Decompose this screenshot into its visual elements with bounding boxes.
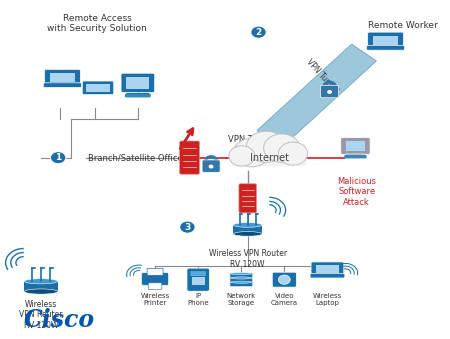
FancyBboxPatch shape [341, 138, 370, 154]
FancyBboxPatch shape [43, 83, 81, 87]
FancyBboxPatch shape [368, 32, 404, 48]
FancyBboxPatch shape [190, 271, 206, 276]
FancyBboxPatch shape [147, 268, 163, 275]
Text: Video
Camera: Video Camera [271, 293, 298, 306]
Ellipse shape [231, 277, 252, 279]
FancyBboxPatch shape [45, 69, 81, 85]
Circle shape [327, 90, 332, 94]
FancyBboxPatch shape [233, 225, 262, 234]
Text: 2: 2 [255, 28, 261, 37]
Text: Wireless
Printer: Wireless Printer [140, 293, 170, 306]
FancyBboxPatch shape [24, 281, 58, 292]
FancyBboxPatch shape [82, 81, 114, 95]
Circle shape [229, 146, 255, 166]
Text: Branch/Satellite Office: Branch/Satellite Office [88, 153, 183, 162]
Ellipse shape [233, 232, 262, 236]
Text: IP
Phone: IP Phone [187, 293, 209, 306]
FancyBboxPatch shape [239, 184, 256, 213]
FancyBboxPatch shape [316, 265, 338, 273]
FancyBboxPatch shape [366, 45, 405, 50]
Text: Wireless
Laptop: Wireless Laptop [313, 293, 342, 306]
FancyBboxPatch shape [126, 77, 149, 89]
Text: Wireless
VPN Router
RV 120W: Wireless VPN Router RV 120W [19, 300, 63, 330]
FancyBboxPatch shape [272, 272, 297, 287]
FancyBboxPatch shape [310, 274, 345, 278]
Ellipse shape [231, 273, 252, 275]
FancyBboxPatch shape [202, 160, 220, 172]
FancyBboxPatch shape [125, 94, 151, 97]
FancyBboxPatch shape [345, 154, 366, 159]
FancyBboxPatch shape [180, 141, 199, 174]
FancyBboxPatch shape [320, 85, 338, 98]
Polygon shape [257, 44, 377, 147]
FancyBboxPatch shape [187, 268, 209, 291]
FancyBboxPatch shape [148, 283, 162, 290]
FancyBboxPatch shape [374, 36, 398, 45]
FancyBboxPatch shape [50, 73, 75, 82]
Circle shape [50, 152, 66, 164]
FancyBboxPatch shape [86, 84, 110, 92]
Text: Remote Worker: Remote Worker [369, 21, 438, 30]
Text: Wireless VPN Router
RV 120W: Wireless VPN Router RV 120W [209, 249, 287, 268]
FancyBboxPatch shape [344, 155, 367, 158]
Ellipse shape [24, 279, 58, 284]
Text: 1: 1 [55, 153, 61, 162]
FancyBboxPatch shape [126, 93, 150, 98]
Circle shape [180, 221, 195, 233]
Circle shape [251, 26, 266, 38]
Text: VPN Tunnel: VPN Tunnel [305, 57, 340, 95]
FancyBboxPatch shape [121, 73, 155, 93]
FancyBboxPatch shape [230, 281, 252, 286]
FancyBboxPatch shape [141, 273, 169, 285]
Text: VPN Tunnel: VPN Tunnel [228, 135, 276, 144]
Ellipse shape [233, 223, 262, 227]
FancyBboxPatch shape [346, 141, 365, 151]
Text: Malicious
Software
Attack: Malicious Software Attack [337, 177, 376, 207]
Circle shape [209, 165, 214, 168]
FancyBboxPatch shape [230, 277, 252, 282]
Circle shape [279, 142, 308, 165]
Ellipse shape [231, 281, 252, 283]
Text: 3: 3 [184, 223, 190, 232]
Circle shape [246, 131, 286, 162]
Circle shape [279, 275, 290, 284]
Circle shape [264, 134, 300, 162]
FancyBboxPatch shape [192, 277, 204, 285]
Ellipse shape [24, 289, 58, 294]
Text: Internet: Internet [250, 153, 289, 163]
Circle shape [234, 138, 270, 167]
Text: Network
Storage: Network Storage [227, 293, 256, 306]
FancyBboxPatch shape [311, 262, 344, 276]
FancyBboxPatch shape [230, 273, 252, 278]
Text: Cisco: Cisco [24, 308, 95, 332]
FancyBboxPatch shape [233, 144, 306, 166]
Text: Remote Access
with Security Solution: Remote Access with Security Solution [47, 14, 147, 34]
